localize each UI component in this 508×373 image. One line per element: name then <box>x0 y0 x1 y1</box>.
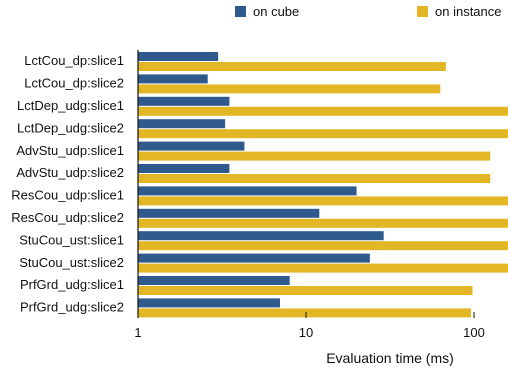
legend-swatch-on-cube <box>235 6 246 17</box>
category-label: AdvStu_udp:slice1 <box>16 143 124 158</box>
x-axis-ticks: 1 10 100 <box>134 312 485 340</box>
bar-on-instance <box>138 263 508 273</box>
bar-on-instance <box>138 218 508 228</box>
bar-on-instance <box>138 84 441 94</box>
x-tick-label: 1 <box>134 325 141 340</box>
bar-on-cube <box>138 74 208 84</box>
category-label: PrfGrd_udg:slice1 <box>20 277 124 292</box>
bar-on-instance <box>138 151 491 161</box>
category-label: LctDep_udg:slice2 <box>17 120 124 135</box>
category-label: LctDep_udg:slice1 <box>17 98 124 113</box>
legend-swatch-on-instance <box>417 6 428 17</box>
bar-on-instance <box>138 62 446 71</box>
x-tick-label: 10 <box>299 325 313 340</box>
category-label: ResCou_udp:slice1 <box>11 188 124 203</box>
bar-on-instance <box>138 129 508 139</box>
category-label: LctCou_dp:slice2 <box>24 76 124 91</box>
bar-on-cube <box>138 208 320 218</box>
legend: on cube on instance <box>235 4 502 19</box>
category-label: StuCou_ust:slice2 <box>19 255 124 270</box>
bar-on-cube <box>138 96 230 106</box>
bar-on-cube <box>138 119 226 129</box>
bar-on-cube <box>138 164 230 173</box>
bar-on-cube <box>138 231 384 241</box>
bar-on-cube <box>138 276 290 285</box>
category-label: AdvStu_udp:slice2 <box>16 165 124 180</box>
bar-on-instance <box>138 241 508 251</box>
bar-on-instance <box>138 196 508 206</box>
category-label: StuCou_ust:slice1 <box>19 232 124 247</box>
category-label: LctCou_dp:slice1 <box>24 53 124 68</box>
legend-label-on-instance: on instance <box>435 4 502 19</box>
bars <box>138 52 508 318</box>
bar-on-cube <box>138 52 219 61</box>
bar-on-instance <box>138 308 472 318</box>
bar-on-cube <box>138 186 357 196</box>
bar-on-cube <box>138 298 280 308</box>
category-label: ResCou_udp:slice2 <box>11 210 124 225</box>
category-labels: LctCou_dp:slice1 LctCou_dp:slice2 LctDep_u… <box>11 53 124 314</box>
category-label: PrfGrd_udg:slice2 <box>20 300 124 315</box>
bar-on-cube <box>138 253 370 263</box>
bar-on-instance <box>138 174 491 183</box>
legend-label-on-cube: on cube <box>253 4 299 19</box>
x-tick-label: 100 <box>463 325 485 340</box>
bar-on-instance <box>138 106 508 116</box>
x-axis-title: Evaluation time (ms) <box>326 350 454 366</box>
bar-on-cube <box>138 141 245 151</box>
bar-on-instance <box>138 286 473 295</box>
